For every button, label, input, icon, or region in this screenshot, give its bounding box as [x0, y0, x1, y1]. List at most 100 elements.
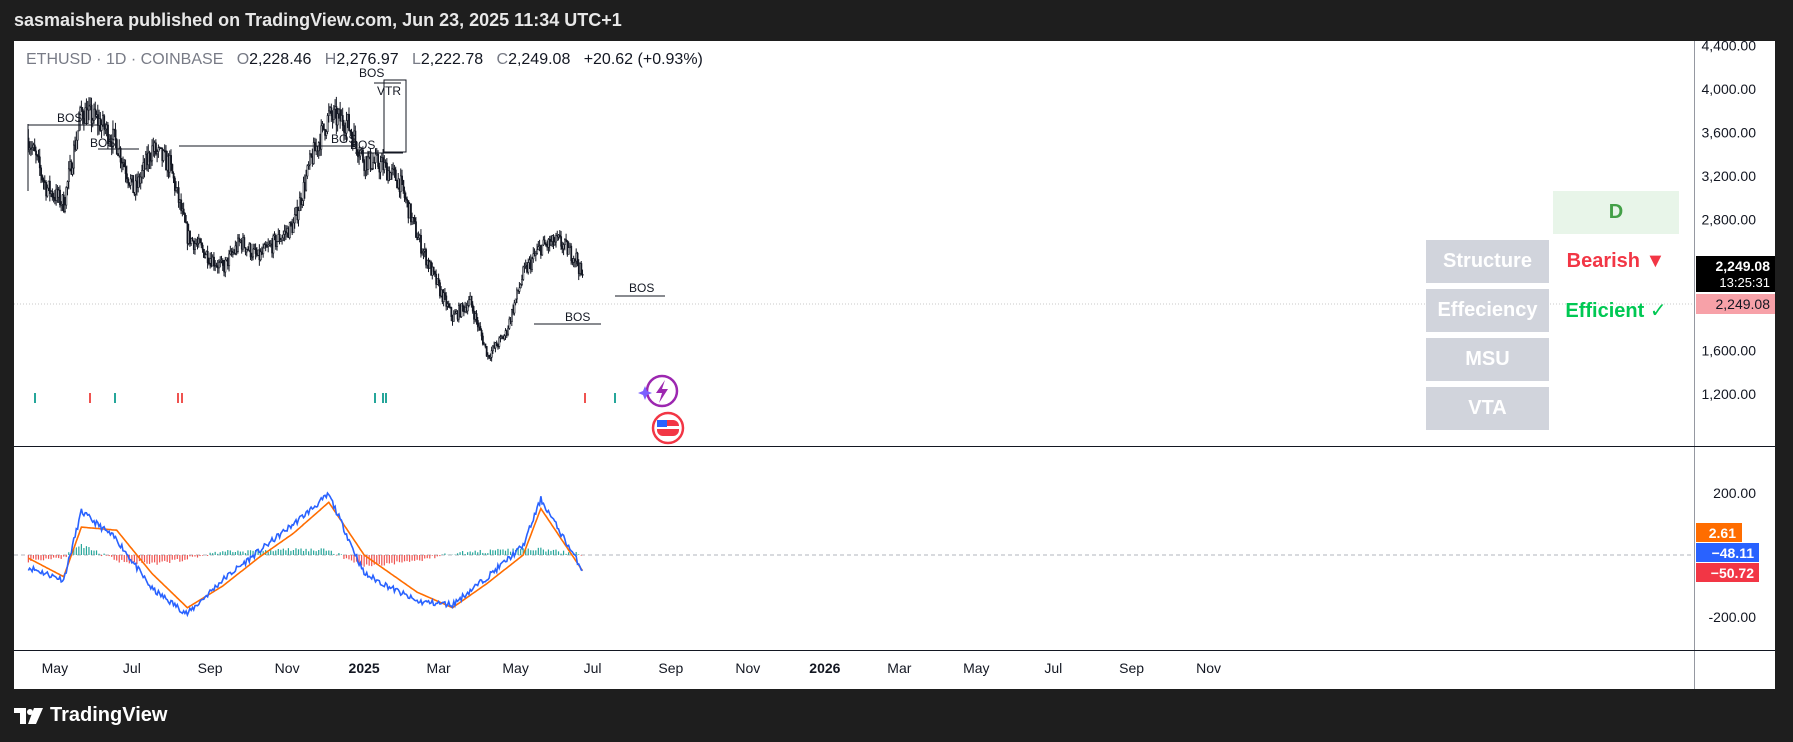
candle-body: [372, 162, 374, 169]
candle-body: [171, 164, 174, 174]
candle-body: [157, 147, 160, 152]
candle-body: [156, 151, 159, 155]
candle-body: [66, 181, 69, 188]
signal-mark: [34, 393, 36, 403]
low-value: 2,222.78: [420, 51, 484, 68]
vta-label: VTA: [1426, 387, 1549, 430]
bos-label: BOS: [629, 281, 654, 295]
candle-body: [60, 204, 63, 206]
chart-svg[interactable]: BOS BOS BOS BOS BOS VTR BOS BOS: [14, 41, 1775, 689]
candle-body: [403, 190, 406, 198]
candle-body: [444, 292, 446, 297]
candle-body: [470, 295, 473, 306]
candle-body: [180, 199, 183, 212]
candle-body: [281, 237, 284, 241]
candle-body: [343, 125, 345, 133]
time-axis[interactable]: May Jul Sep Nov 2025 Mar May Jul Sep Nov 2026 Mar Ma…: [42, 660, 1221, 676]
chart-frame[interactable]: BOS BOS BOS BOS BOS VTR BOS BOS: [14, 41, 1775, 689]
candle-body: [129, 178, 132, 186]
candle-body: [541, 244, 544, 256]
candle-body: [104, 128, 107, 131]
candle-body: [357, 151, 359, 157]
candle-body: [81, 108, 84, 119]
lightning-event-icon[interactable]: [638, 374, 679, 408]
candle-body: [485, 346, 488, 357]
candle-body: [127, 178, 130, 184]
candle-body: [379, 161, 382, 173]
candle-body: [206, 250, 209, 264]
time-tick-label: Nov: [275, 660, 300, 676]
bos-structure-lines: [27, 79, 665, 325]
candle-body: [437, 278, 440, 283]
candle-body: [264, 244, 267, 248]
candle-body: [203, 249, 205, 258]
candle-body: [31, 147, 34, 150]
structure-value: Bearish ▼: [1566, 250, 1666, 272]
candle-body: [370, 168, 373, 170]
candle-body: [219, 261, 222, 263]
candle-body: [67, 168, 70, 182]
signal-line: [27, 501, 584, 609]
symbol-legend[interactable]: ETHUSD · 1D · COINBASE O2,228.46 H2,276.…: [26, 51, 703, 69]
bos-labels: BOS BOS BOS BOS BOS VTR BOS BOS: [57, 66, 654, 324]
candle-body: [401, 175, 404, 181]
candle-body: [201, 244, 204, 250]
close-label: C: [496, 51, 509, 68]
candle-body: [484, 343, 487, 347]
candle-body: [36, 154, 39, 157]
candle-body: [185, 221, 188, 224]
footer-brand[interactable]: TradingView: [14, 704, 167, 727]
candle-body: [320, 125, 323, 150]
candle-body: [175, 187, 178, 191]
candle-body: [204, 254, 207, 258]
vtr-label: VTR: [377, 84, 401, 98]
candle-body: [107, 124, 109, 145]
candle-body: [513, 302, 516, 314]
candle-body: [78, 120, 80, 132]
candle-body: [162, 150, 165, 161]
last-price-value: 2,249.08: [1716, 258, 1771, 274]
candle-body: [115, 139, 118, 155]
candle-body: [565, 239, 568, 242]
candle-body: [86, 109, 89, 124]
candle-body: [425, 249, 427, 266]
signal-mark: [89, 393, 91, 403]
candle-body: [511, 309, 513, 322]
candle-body: [558, 234, 561, 237]
candle-body: [480, 329, 483, 337]
candle-body: [514, 298, 517, 304]
candle-body: [302, 182, 305, 201]
candle-body: [49, 180, 51, 194]
candlestick-series: [27, 96, 584, 362]
candle-body: [336, 113, 339, 126]
time-tick-label: Nov: [735, 660, 760, 676]
us-flag-event-icon[interactable]: [651, 411, 685, 445]
candle-body: [62, 194, 65, 212]
candle-body: [213, 256, 215, 267]
candle-body: [237, 237, 239, 252]
candle-body: [65, 187, 68, 206]
time-tick-label: Sep: [658, 660, 683, 676]
price-axis[interactable]: 4,400.00 4,000.00 3,600.00 3,200.00 2,800.00…: [1702, 41, 1757, 402]
candle-body: [490, 350, 493, 358]
candle-body: [555, 235, 558, 243]
time-tick-label: Mar: [427, 660, 451, 676]
candle-body: [262, 247, 265, 255]
candle-body: [349, 130, 352, 133]
candle-body: [507, 328, 510, 335]
candle-body: [567, 247, 570, 255]
candle-body: [259, 251, 262, 261]
candle-body: [274, 234, 277, 247]
symbol-info[interactable]: ETHUSD · 1D · COINBASE: [26, 51, 224, 68]
candle-body: [521, 279, 523, 285]
candle-body: [312, 142, 315, 164]
candle-body: [301, 200, 304, 206]
candle-body: [394, 169, 397, 182]
oscillator-axis[interactable]: 200.00 -200.00: [1709, 485, 1757, 625]
signal-mark: [374, 393, 376, 403]
candle-body: [254, 248, 257, 254]
signal-mark: [614, 393, 616, 403]
change-value: +20.62 (+0.93%): [583, 51, 703, 68]
candle-body: [374, 153, 377, 163]
vtr-box: [383, 79, 407, 153]
